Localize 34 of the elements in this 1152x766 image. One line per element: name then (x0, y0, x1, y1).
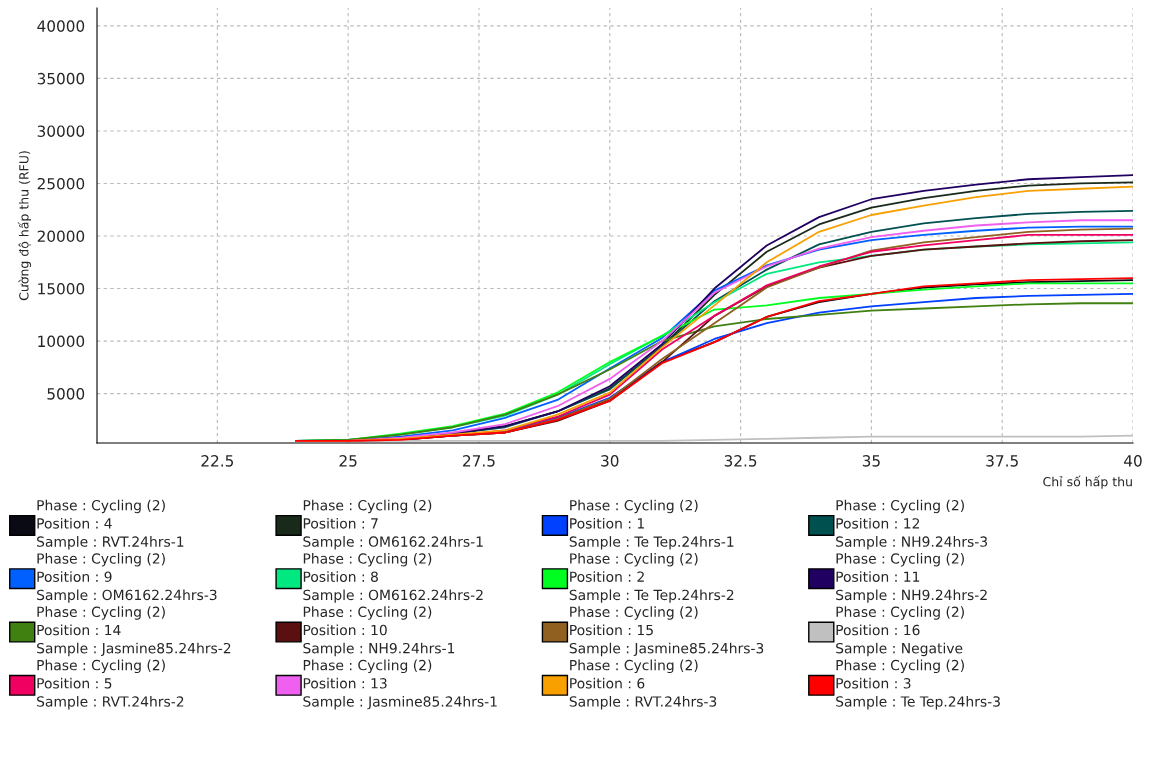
y-axis-title: Cường độ hấp thu (RFU) (17, 151, 32, 301)
legend-label: Phase : Cycling (2) Position : 13 Sample : Jasmine85.24hrs-1 (303, 659, 497, 710)
y-tick-label: 35000 (37, 72, 85, 85)
y-tick-label: 15000 (38, 283, 85, 295)
y-tick-label: 20000 (37, 230, 85, 243)
y-tick-label: 5000 (47, 388, 85, 400)
x-tick-label: 40 (1124, 455, 1142, 467)
legend-label: Phase : Cycling (2) Position : 16 Sample : Negative (836, 606, 964, 657)
legend-label: Phase : Cycling (2) Position : 9 Sample : OM6162.24hrs-3 (37, 553, 217, 603)
x-tick-label: 27.5 (463, 455, 495, 467)
legend-label: Phase : Cycling (2) Position : 15 Sample : Jasmine85.24hrs-3 (569, 606, 764, 657)
legend-label: Phase : Cycling (2) Position : 11 Sample : NH9.24hrs-2 (836, 553, 987, 603)
x-tick-label: 25 (339, 455, 357, 467)
x-tick-label: 37.5 (986, 455, 1018, 467)
x-tick-label: 32.5 (724, 455, 757, 467)
legend-label: Phase : Cycling (2) Position : 6 Sample : RVT.24hrs-3 (569, 659, 717, 710)
y-tick-label: 30000 (37, 125, 85, 137)
y-tick-label: 25000 (37, 177, 85, 190)
y-tick-label: 40000 (37, 20, 85, 32)
legend-label: Phase : Cycling (2) Position : 14 Sample : Jasmine85.24hrs-2 (37, 606, 231, 657)
legend-label: Phase : Cycling (2) Position : 3 Sample : Te Tep.24hrs-3 (836, 659, 1000, 710)
y-tick-label: 10000 (38, 335, 85, 348)
legend-label: Phase : Cycling (2) Position : 1 Sample : Te Tep.24hrs-1 (569, 499, 734, 550)
legend-label: Phase : Cycling (2) Position : 4 Sample : RVT.24hrs-1 (37, 499, 184, 550)
legend-label: Phase : Cycling (2) Position : 2 Sample : Te Tep.24hrs-2 (569, 553, 734, 603)
legend-label: Phase : Cycling (2) Position : 10 Sample : NH9.24hrs-1 (303, 606, 455, 657)
x-axis-title: Chỉ số hấp thu (1043, 475, 1132, 489)
x-tick-label: 30 (601, 455, 619, 467)
legend-label: Phase : Cycling (2) Position : 7 Sample : OM6162.24hrs-1 (303, 499, 483, 550)
legend-label: Phase : Cycling (2) Position : 8 Sample : OM6162.24hrs-2 (303, 553, 483, 603)
x-tick-label: 22.5 (201, 455, 234, 467)
legend-label: Phase : Cycling (2) Position : 12 Sample : NH9.24hrs-3 (836, 499, 987, 550)
x-tick-label: 35 (862, 455, 880, 467)
legend-label: Phase : Cycling (2) Position : 5 Sample : RVT.24hrs-2 (37, 659, 184, 710)
